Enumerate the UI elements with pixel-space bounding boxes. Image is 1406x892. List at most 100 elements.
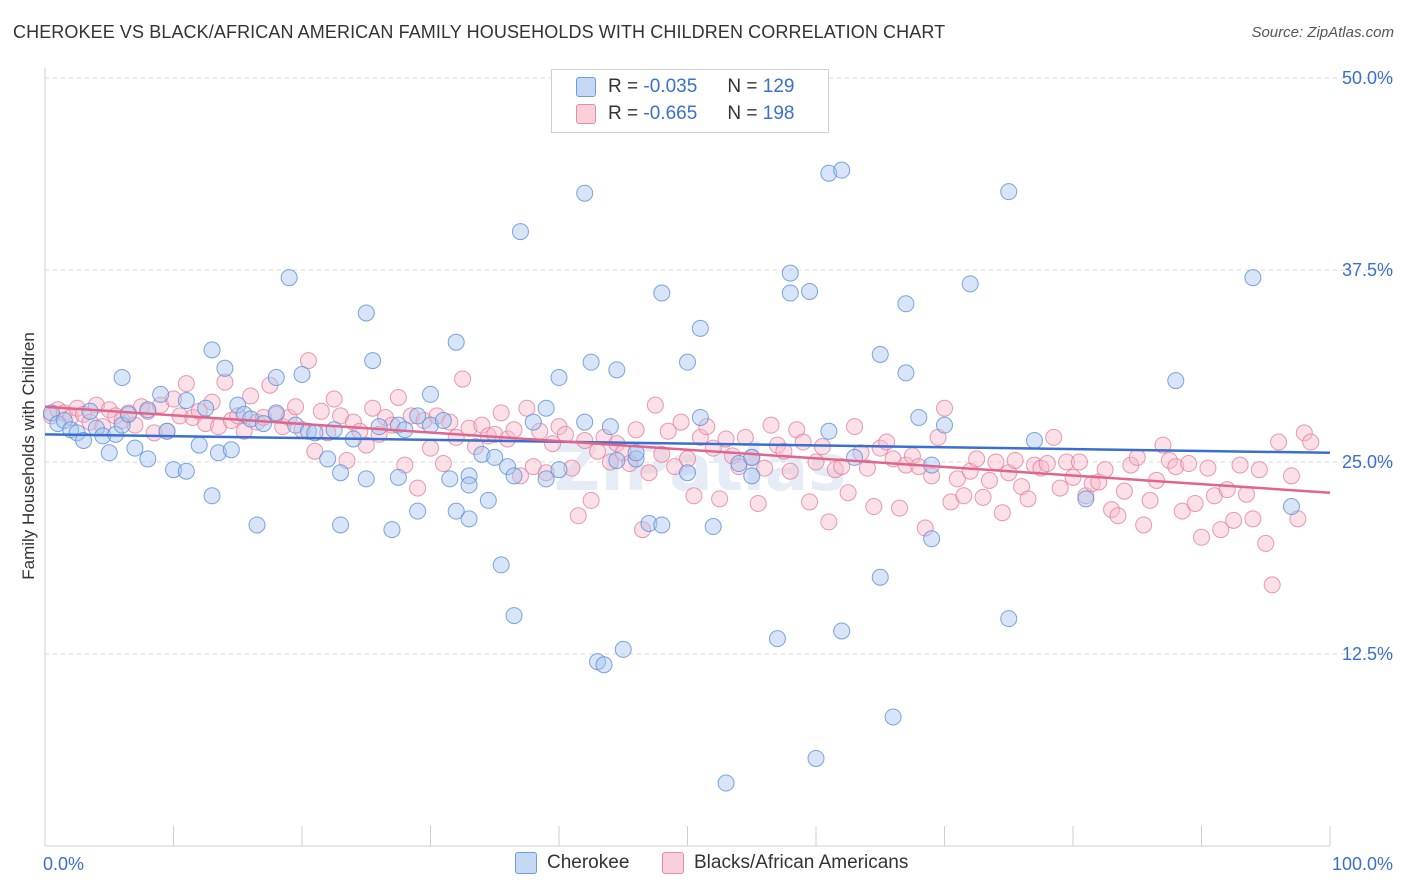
cherokee-point [833, 622, 851, 640]
legend-n-value: 129 [762, 76, 795, 97]
cherokee-point [113, 416, 131, 434]
black-point [1038, 455, 1056, 473]
cherokee-point [139, 450, 157, 468]
cherokee-point [871, 345, 889, 363]
cherokee-point [846, 448, 864, 466]
black-point [916, 519, 934, 537]
black-point [672, 413, 690, 431]
legend-r-label: R = [608, 103, 639, 124]
legend-n-value: 198 [762, 103, 795, 124]
cherokee-point [961, 275, 979, 293]
cherokee-point [550, 369, 568, 387]
black-point [325, 390, 343, 408]
black-point [646, 396, 664, 414]
cherokee-point [505, 607, 523, 625]
cherokee-point [1000, 183, 1018, 201]
series-swatch-cherokee [515, 852, 537, 874]
cherokee-point [524, 413, 542, 431]
black-point [993, 504, 1011, 522]
black-point [749, 494, 767, 512]
y-tick-label: 50.0% [1342, 68, 1393, 88]
cherokee-point [357, 470, 375, 488]
cherokee-point [152, 385, 170, 403]
cherokee-point [505, 467, 523, 485]
cherokee-point [120, 405, 138, 423]
cherokee-point [229, 396, 247, 414]
black-point [891, 499, 909, 517]
cherokee-point [492, 556, 510, 574]
black-point [409, 479, 427, 497]
cherokee-point [332, 516, 350, 534]
black-point [165, 390, 182, 408]
cherokee-point [743, 467, 761, 485]
black-point [691, 428, 709, 446]
legend-n-label: N = [727, 76, 758, 97]
cherokee-point [595, 656, 613, 674]
black-point [871, 439, 889, 457]
cherokee-point [576, 413, 594, 431]
legend-swatch-black [576, 104, 596, 124]
black-point [1199, 459, 1217, 477]
black-point [1070, 453, 1088, 471]
cherokee-point [177, 462, 195, 480]
cherokee-point [126, 439, 144, 457]
black-point [1173, 502, 1191, 520]
cherokee-point [434, 412, 452, 430]
black-point [569, 507, 587, 525]
black-point [203, 393, 221, 411]
series-legend-cherokee: Cherokee [515, 852, 629, 874]
correlation-legend: R = -0.035 N = 129 R = -0.665 N = 198 [551, 69, 829, 133]
black-point [601, 453, 619, 471]
black-point [576, 431, 594, 449]
cherokee-point [640, 514, 658, 532]
black-point [1186, 494, 1204, 512]
cherokee-point [460, 510, 478, 528]
black-point [518, 399, 536, 417]
cherokee-point [833, 161, 851, 179]
cherokee-point [704, 518, 722, 536]
black-point [634, 521, 652, 539]
series-swatch-black [662, 852, 684, 874]
black-point [434, 455, 452, 473]
black-point [974, 488, 992, 506]
black-point [756, 459, 774, 477]
cherokee-point [781, 264, 799, 282]
black-point [505, 421, 523, 439]
black-point [1083, 475, 1101, 493]
cherokee-point [254, 415, 272, 433]
black-point [1058, 453, 1076, 471]
cherokee-point [75, 431, 93, 449]
black-point [627, 421, 645, 439]
cherokee-point [55, 412, 73, 430]
black-point [126, 416, 144, 434]
cherokee-point [293, 365, 311, 383]
cherokee-point [42, 404, 60, 422]
cherokee-point [473, 445, 491, 463]
cherokee-point [325, 421, 343, 439]
black-point [1263, 576, 1281, 594]
black-point [582, 491, 600, 509]
cherokee-trendline [44, 433, 1331, 455]
black-point [659, 422, 677, 440]
cherokee-point [267, 404, 285, 422]
black-point [1006, 451, 1024, 469]
black-point [364, 399, 382, 417]
black-point [1167, 458, 1185, 476]
cherokee-point [936, 416, 953, 434]
cherokee-point [197, 399, 215, 417]
black-point [1135, 516, 1153, 534]
cherokee-point [820, 164, 838, 182]
cherokee-point [717, 774, 735, 792]
cherokee-point [383, 521, 401, 539]
cherokee-point [576, 184, 594, 202]
cherokee-point [871, 568, 889, 586]
black-point [441, 413, 459, 431]
black-point [1180, 455, 1198, 473]
black-point [177, 375, 195, 393]
cherokee-point [691, 408, 709, 426]
cherokee-point [177, 392, 195, 410]
black-point [1115, 482, 1133, 500]
cherokee-point [460, 476, 478, 494]
cherokee-point [486, 448, 504, 466]
cherokee-point [537, 399, 555, 417]
